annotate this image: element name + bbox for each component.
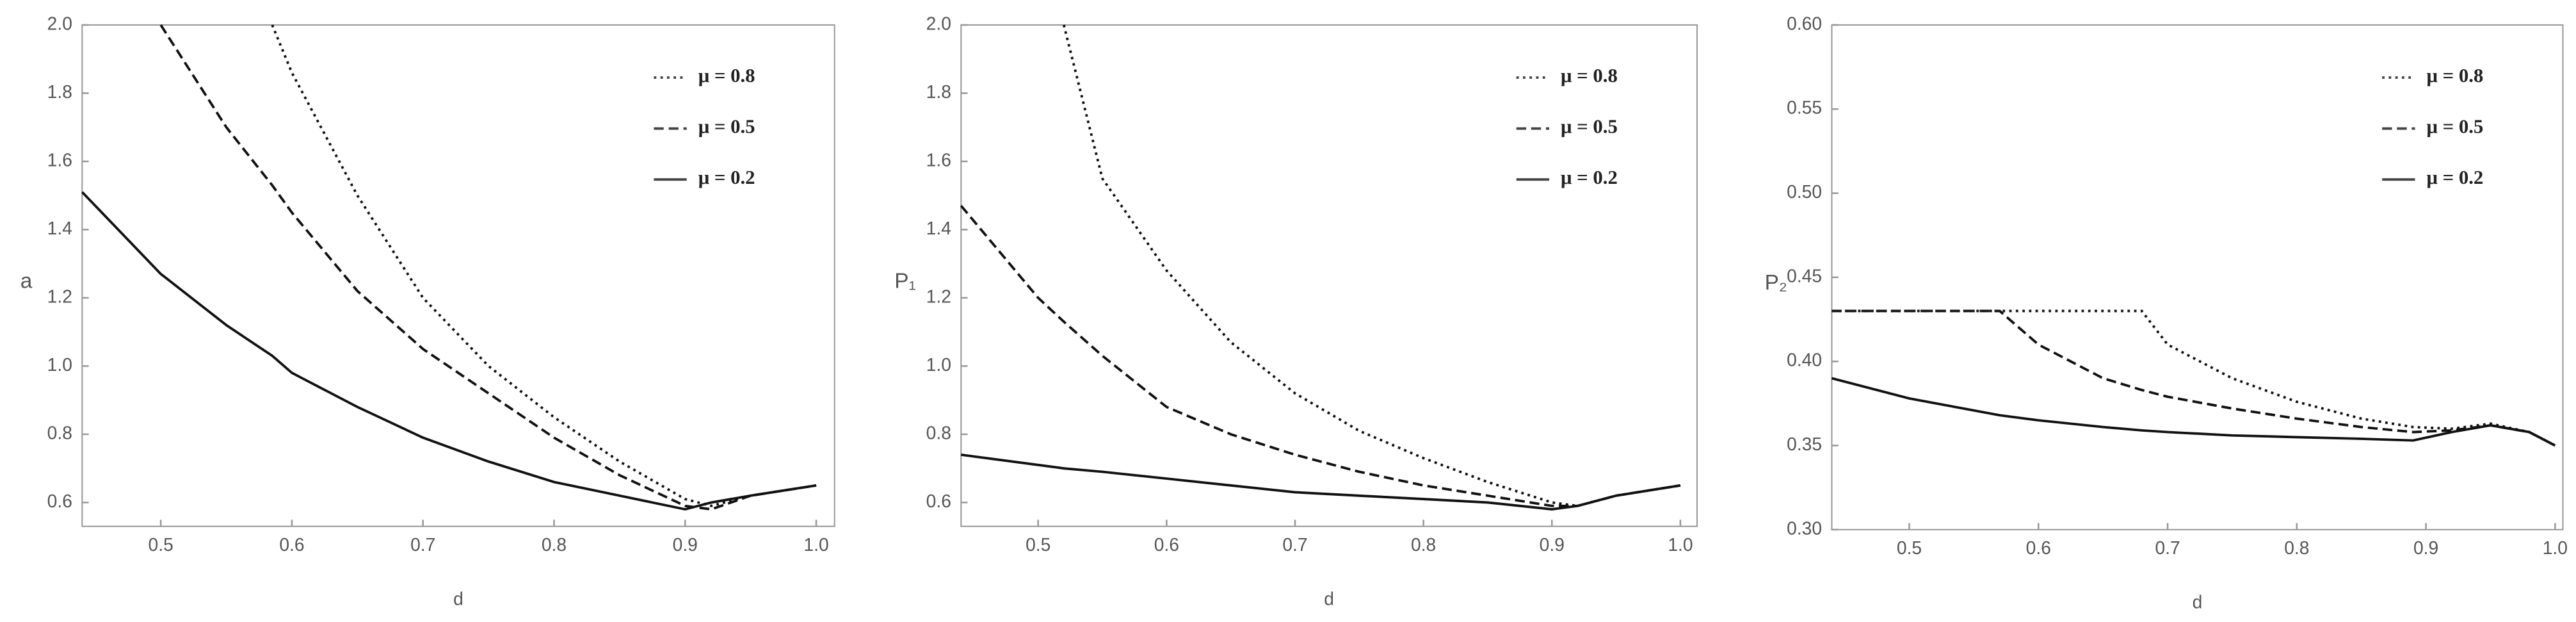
legend-label: μ = 0.5 [698,116,755,138]
y-tick-label: 1.2 [926,286,951,306]
x-tick-label: 0.6 [279,534,304,555]
series-line [271,24,817,507]
x-axis-label: d [2193,592,2203,612]
x-tick-label: 1.0 [1668,534,1693,555]
series-line [961,453,1681,511]
y-axis-label: a [20,269,33,293]
x-tick-label: 0.5 [1026,534,1051,555]
y-tick-label: 0.6 [47,491,72,511]
y-tick-label: 0.45 [1787,265,1822,286]
x-tick-label: 0.9 [673,534,698,555]
x-tick-label: 0.9 [2413,537,2438,558]
x-tick-label: 0.5 [1897,537,1922,558]
y-tick-label: 1.2 [47,286,72,306]
y-tick-label: 1.0 [47,354,72,375]
x-axis-label: d [453,589,463,609]
y-tick-label: 1.8 [47,81,72,102]
x-tick-label: 1.0 [2543,537,2568,558]
y-tick-label: 0.30 [1787,518,1822,538]
legend-label: μ = 0.5 [2426,116,2483,138]
y-tick-label: 0.50 [1787,181,1822,202]
y-tick-label: 0.55 [1787,97,1822,118]
y-tick-label: 2.0 [926,13,951,33]
y-tick-label: 0.8 [926,422,951,443]
x-tick-label: 0.6 [1154,534,1179,555]
y-tick-label: 0.35 [1787,434,1822,454]
y-tick-label: 1.8 [926,81,951,102]
legend-label: μ = 0.5 [1561,116,1618,138]
legend-label: μ = 0.8 [1561,65,1618,86]
series-line [1831,309,2556,447]
legend-label: μ = 0.8 [2426,65,2483,86]
series-line [960,204,1681,507]
y-tick-label: 1.4 [47,218,72,238]
x-axis-label: d [1324,589,1334,609]
x-tick-label: 0.8 [1411,534,1436,555]
y-tick-label: 1.6 [926,149,951,170]
y-tick-label: 0.40 [1787,350,1822,370]
x-tick-label: 0.6 [2026,537,2051,558]
y-tick-label: 0.8 [47,422,72,443]
y-tick-label: 1.4 [926,218,951,238]
y-tick-label: 2.0 [47,13,72,33]
plot-frame [81,24,835,527]
x-tick-label: 0.7 [410,534,435,555]
x-tick-label: 0.7 [1282,534,1307,555]
legend-label: μ = 0.2 [1561,167,1618,188]
plot-frame [1831,24,2564,530]
y-tick-label: 1.6 [47,149,72,170]
x-tick-label: 0.8 [2284,537,2309,558]
x-tick-label: 0.7 [2155,537,2180,558]
y-tick-label: 0.60 [1787,13,1822,33]
series-line [159,24,817,511]
series-line [1831,377,2556,447]
series-line [81,191,817,511]
y-tick-label: 0.6 [926,491,951,511]
legend-label: μ = 0.2 [698,167,755,188]
legend-label: μ = 0.2 [2426,167,2483,188]
plot-frame [960,24,1698,527]
y-axis-label: P₁ [894,269,916,293]
y-tick-label: 1.0 [926,354,951,375]
x-tick-label: 0.8 [542,534,567,555]
series-line [1062,24,1681,507]
x-tick-label: 1.0 [803,534,828,555]
x-tick-label: 0.9 [1540,534,1565,555]
x-tick-label: 0.5 [149,534,173,555]
y-axis-label: P₂ [1765,271,1787,295]
series-line [1831,309,2556,447]
legend-label: μ = 0.8 [698,65,755,86]
